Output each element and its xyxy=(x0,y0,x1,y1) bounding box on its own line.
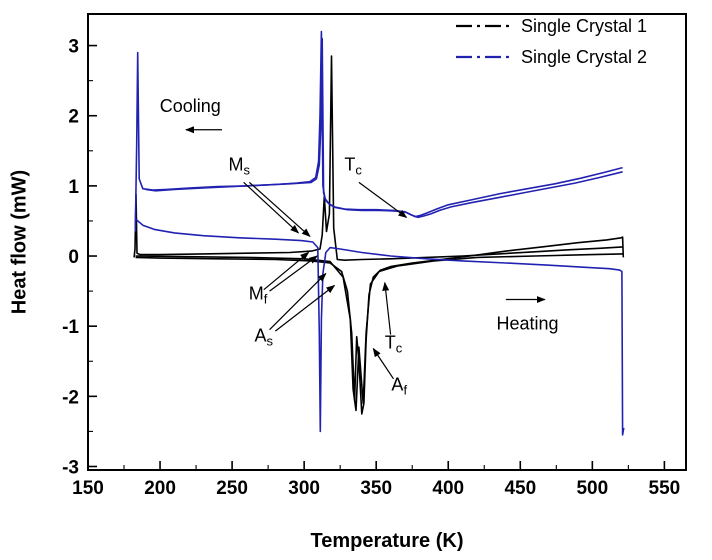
axis-frame xyxy=(87,13,687,471)
annotation-arrow-Mf-2 xyxy=(269,255,318,292)
x-tick-label: 450 xyxy=(504,478,536,499)
annotation-Ms: Ms xyxy=(229,154,251,177)
x-tick-label: 550 xyxy=(649,478,681,499)
annotation-heating: Heating xyxy=(496,314,558,334)
x-tick-label: 150 xyxy=(72,478,104,499)
y-axis: -3 -2 -1 0 1 2 3 xyxy=(62,37,97,478)
legend-label-single-crystal-2: Single Crystal 2 xyxy=(521,47,647,67)
annotation-arrow-Tc-lower-1 xyxy=(382,281,392,335)
annotation-Tc-lower: Tc xyxy=(385,333,403,356)
y-tick-label: 0 xyxy=(68,247,79,268)
annotation-arrow-Mf-1 xyxy=(263,251,310,291)
plot-series xyxy=(133,30,625,436)
y-axis-title: Heat flow (mW) xyxy=(8,169,31,315)
series-single-crystal-2-cooling-cycle-2 xyxy=(145,37,623,219)
annotation-Af: Af xyxy=(391,375,407,398)
y-tick-label: 3 xyxy=(68,37,79,58)
annotation-arrow-Ms-1 xyxy=(243,181,300,234)
y-tick-label: -1 xyxy=(62,317,79,338)
annotation-arrow-As-2 xyxy=(274,284,336,332)
annotation-arrow-Tc-upper-1 xyxy=(358,181,408,219)
series-single-crystal-2-heating xyxy=(135,218,625,436)
x-axis-title: Temperature (K) xyxy=(310,530,464,552)
y-tick-label: -2 xyxy=(62,387,79,408)
legend-label-single-crystal-1: Single Crystal 1 xyxy=(521,16,647,36)
x-tick-label: 400 xyxy=(432,478,464,499)
x-tick-label: 500 xyxy=(576,478,608,499)
annotation-Tc-upper: Tc xyxy=(344,154,362,177)
x-tick-label: 200 xyxy=(144,478,176,499)
x-tick-label: 300 xyxy=(288,478,320,499)
x-tick-label: 350 xyxy=(360,478,392,499)
x-tick-label: 250 xyxy=(216,478,248,499)
annotation-As: As xyxy=(255,326,274,349)
annotation-arrow-As-1 xyxy=(269,272,327,331)
annotation-Mf: Mf xyxy=(249,284,268,307)
series-single-crystal-1-cooling xyxy=(133,55,623,262)
annotation-arrow-Ms-2 xyxy=(248,181,311,238)
annotation-arrow-Af-1 xyxy=(372,347,394,380)
y-tick-label: 1 xyxy=(68,177,79,198)
legend: Single Crystal 1 Single Crystal 2 xyxy=(456,16,647,67)
x-axis: 150 200 250 300 350 400 450 500 550 xyxy=(72,461,680,499)
annotation-cooling: Cooling xyxy=(160,96,221,116)
annotations: Cooling Heating Ms Tc Mf As Tc Af xyxy=(160,96,559,398)
y-tick-label: 2 xyxy=(68,107,79,128)
y-tick-label: -3 xyxy=(62,457,79,478)
